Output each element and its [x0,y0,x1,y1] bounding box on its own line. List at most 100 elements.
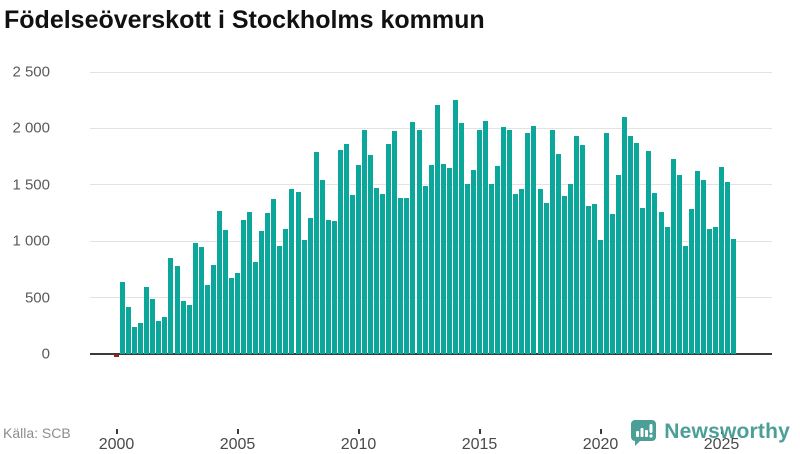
page-title: Födelseöverskott i Stockholms kommun [4,6,485,34]
bar-quarter-8 [162,316,168,354]
bar-quarter-46 [392,130,398,354]
bar-quarter-10 [174,266,180,354]
bar-quarter-19 [228,278,234,354]
bar-quarter-43 [374,188,380,354]
bar-quarter-82 [610,214,616,354]
bar-quarter-77 [579,144,585,354]
bar-quarter-83 [616,174,622,354]
source-label: Källa: SCB [3,425,71,441]
x-axis-tick [357,429,360,434]
x-axis-tick-label: 2010 [340,436,377,453]
bar-quarter-32 [307,218,313,354]
x-axis-tick [720,429,723,434]
bar-quarter-29 [289,188,295,354]
x-axis-tick-label: 2015 [461,436,498,453]
bar-quarter-22 [247,211,253,354]
bar-quarter-41 [362,129,368,354]
x-axis-tick-label: 2020 [582,436,619,453]
bar-quarter-75 [567,183,573,354]
gridline [90,127,772,129]
bar-quarter-90 [658,211,664,354]
bar-quarter-26 [271,199,277,354]
bar-quarter-0 [114,354,119,357]
bar-quarter-3 [132,326,138,354]
bar-quarter-44 [380,194,386,354]
newsworthy-speech-bubble-chart-icon [630,419,657,446]
bar-quarter-20 [235,272,240,354]
bar-quarter-71 [543,202,549,354]
bar-quarter-70 [537,188,543,354]
bar-quarter-40 [356,165,361,354]
bar-quarter-85 [628,136,634,354]
bar-quarter-80 [598,239,603,354]
bar-quarter-65 [507,130,513,354]
bar-quarter-11 [180,300,186,354]
bar-quarter-54 [440,163,446,354]
bar-quarter-63 [495,165,501,354]
bar-quarter-12 [186,304,192,354]
bar-quarter-55 [446,167,452,354]
bar-quarter-86 [634,143,640,354]
bar-quarter-1 [120,281,126,354]
bar-quarter-67 [519,189,525,354]
bar-quarter-35 [325,219,331,354]
bar-quarter-39 [349,194,355,354]
bar-quarter-97 [700,180,706,354]
bar-quarter-4 [138,322,144,354]
bar-quarter-92 [670,159,676,354]
bar-quarter-98 [706,229,712,354]
bar-quarter-13 [192,242,198,354]
bar-quarter-95 [688,209,694,354]
bar-quarter-74 [561,196,567,354]
x-axis-tick [115,429,118,434]
bar-quarter-14 [198,247,204,354]
bar-quarter-16 [210,264,216,354]
bar-quarter-52 [428,165,434,354]
y-axis-tick-label: 2 000 [12,119,50,137]
bar-quarter-50 [416,129,422,354]
bar-quarter-51 [422,185,428,354]
bar-quarter-96 [694,170,700,354]
bar-quarter-101 [725,181,731,354]
bar-quarter-68 [525,133,531,354]
bar-quarter-23 [253,261,259,354]
bar-quarter-45 [386,143,392,354]
bar-quarter-21 [241,220,247,354]
bar-quarter-49 [410,122,416,354]
bar-quarter-100 [719,166,724,354]
bar-quarter-94 [682,246,688,354]
bar-quarter-42 [368,154,374,354]
bar-quarter-38 [343,143,349,354]
bar-quarter-18 [222,230,228,354]
bar-quarter-28 [283,228,289,354]
bar-quarter-25 [265,213,271,354]
bar-quarter-64 [501,127,507,354]
bar-quarter-48 [404,197,410,354]
brand-logo: Newsworthy [630,417,790,447]
bar-quarter-59 [470,170,476,354]
bar-quarter-27 [277,246,283,354]
x-axis-tick-label: 2000 [98,436,135,453]
x-axis-line [90,353,772,355]
bar-quarter-15 [204,285,210,354]
bar-quarter-89 [652,192,658,354]
bar-quarter-9 [168,258,174,354]
bar-quarter-102 [731,238,737,354]
bar-quarter-87 [640,208,646,354]
bar-quarter-78 [585,205,591,354]
brand-name: Newsworthy [664,420,790,443]
x-axis-tick-label: 2025 [703,436,740,453]
bar-quarter-31 [301,239,307,354]
bar-quarter-61 [483,120,489,354]
x-axis-tick [599,429,602,434]
bar-quarter-66 [513,193,519,354]
bar-quarter-7 [156,320,162,354]
bar-quarter-76 [573,136,579,354]
bar-quarter-57 [458,122,464,354]
bar-quarter-81 [604,132,610,354]
bar-quarter-34 [319,180,325,354]
x-axis-tick [236,429,239,434]
bar-quarter-5 [144,287,150,354]
bar-quarter-79 [591,203,597,354]
x-axis-tick-label: 2005 [219,436,256,453]
